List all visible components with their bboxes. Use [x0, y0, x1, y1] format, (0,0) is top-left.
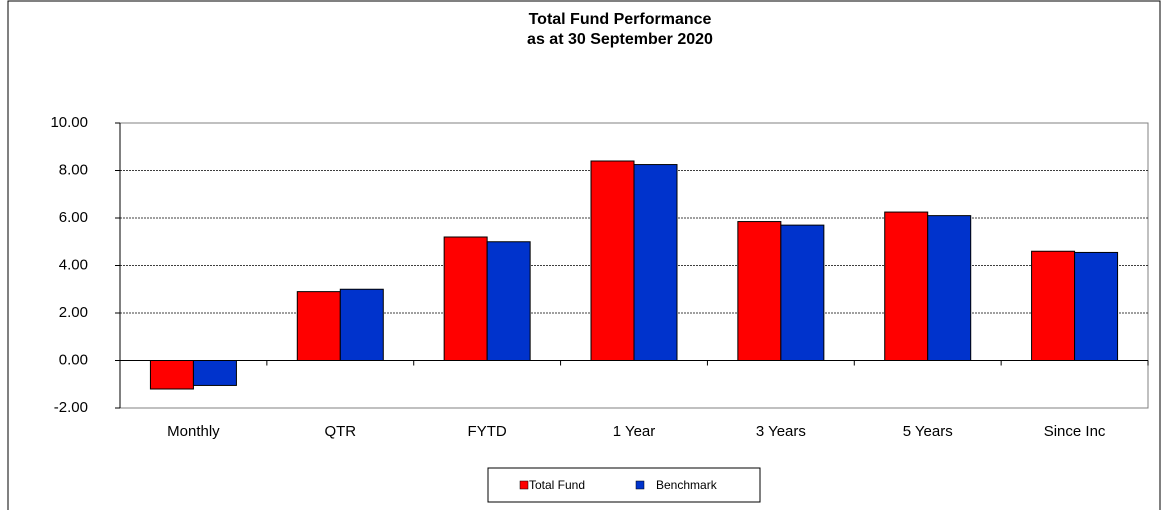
x-tick-label: Monthly: [167, 423, 220, 440]
x-tick-label: Since Inc: [1044, 423, 1106, 440]
y-tick-label: 8.00: [59, 161, 88, 178]
legend-swatch: [519, 480, 529, 490]
x-tick-label: 3 Years: [756, 423, 806, 440]
bar: [737, 221, 782, 361]
y-tick-label: 4.00: [59, 256, 88, 273]
x-tick-label: 1 Year: [613, 423, 656, 440]
x-tick-label: QTR: [324, 423, 356, 440]
y-tick-label: 2.00: [59, 304, 88, 321]
legend-label: Total Fund: [529, 478, 585, 492]
bar: [884, 211, 929, 361]
bar: [486, 241, 531, 361]
legend-label: Benchmark: [656, 478, 718, 492]
bar: [339, 288, 384, 361]
bar: [590, 160, 635, 361]
legend: [487, 467, 761, 503]
bar: [927, 215, 972, 361]
y-tick-label: -2.00: [54, 399, 88, 416]
x-tick-label: 5 Years: [903, 423, 953, 440]
bar: [1031, 250, 1076, 361]
y-tick-label: 10.00: [50, 114, 88, 131]
bar: [149, 360, 194, 390]
y-tick-label: 6.00: [59, 209, 88, 226]
chart-title: Total Fund Performance: [529, 11, 712, 28]
bar: [192, 360, 237, 386]
bar: [296, 291, 341, 361]
legend-swatch: [635, 480, 645, 490]
bar: [1074, 251, 1119, 361]
x-tick-label: FYTD: [468, 423, 507, 440]
bar: [633, 164, 678, 361]
chart-subtitle: as at 30 September 2020: [527, 31, 713, 48]
y-tick-label: 0.00: [59, 351, 88, 368]
bar: [443, 236, 488, 361]
bar: [780, 224, 825, 361]
